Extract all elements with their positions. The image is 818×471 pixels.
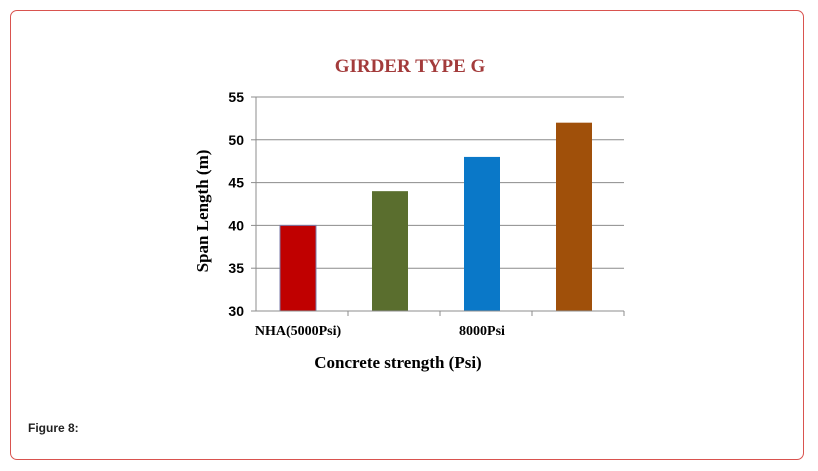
- x-tick-label: NHA(5000Psi): [255, 324, 342, 339]
- x-tick-labels: NHA(5000Psi) 8000Psi: [255, 324, 505, 339]
- bar-3: [556, 122, 592, 312]
- bar-1: [372, 191, 408, 311]
- x-tick-label: 8000Psi: [459, 324, 505, 339]
- y-tick-label: 35: [228, 260, 244, 276]
- x-axis-title: Concrete strength (Psi): [314, 353, 481, 372]
- y-tick-label: 50: [228, 132, 244, 148]
- bar-2: [464, 156, 500, 311]
- bar-0: [279, 224, 317, 312]
- y-axis-title: Span Length (m): [193, 150, 212, 273]
- y-tick-labels: 30 35 40 45 50 55: [228, 89, 244, 319]
- chart-title: GIRDER TYPE G: [335, 56, 486, 77]
- y-tick-label: 30: [228, 303, 244, 319]
- figure-caption: Figure 8:: [28, 421, 79, 435]
- bars: [279, 122, 592, 312]
- y-tick-label: 40: [228, 217, 244, 233]
- y-tick-label: 45: [228, 175, 244, 191]
- axes: [255, 97, 625, 316]
- y-tick-label: 55: [228, 89, 244, 105]
